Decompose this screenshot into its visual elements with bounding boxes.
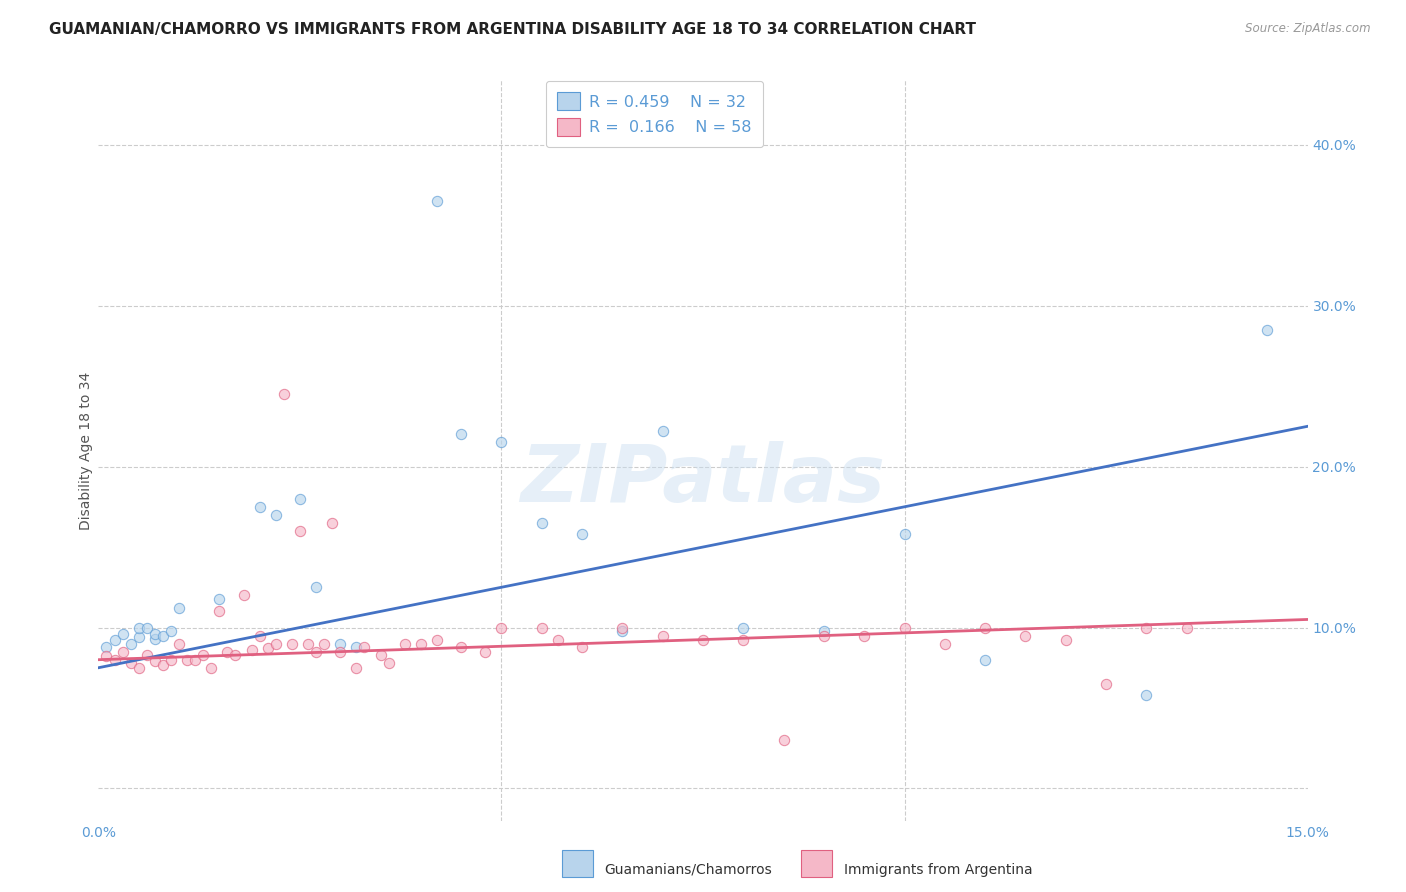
Point	[344, 661, 367, 675]
Point	[152, 657, 174, 672]
Point	[167, 601, 190, 615]
Point	[143, 627, 166, 641]
Point	[314, 637, 336, 651]
Point	[547, 633, 569, 648]
Point	[974, 620, 997, 634]
Point	[96, 649, 118, 664]
Point	[256, 641, 278, 656]
Point	[200, 661, 222, 675]
Point	[305, 645, 328, 659]
Point	[120, 656, 142, 670]
Point	[128, 620, 150, 634]
Y-axis label: Disability Age 18 to 34: Disability Age 18 to 34	[79, 371, 93, 530]
Point	[571, 527, 593, 541]
Point	[281, 637, 304, 651]
Point	[208, 604, 231, 618]
Point	[249, 500, 271, 514]
Point	[344, 640, 367, 654]
Point	[217, 645, 239, 659]
Point	[370, 648, 392, 662]
Point	[571, 640, 593, 654]
Point	[184, 653, 207, 667]
Point	[120, 637, 142, 651]
Point	[329, 637, 352, 651]
Point	[176, 653, 198, 667]
Point	[1256, 323, 1278, 337]
Point	[128, 661, 150, 675]
Point	[1175, 620, 1198, 634]
Point	[974, 653, 997, 667]
Text: Guamanians/Chamorros: Guamanians/Chamorros	[605, 863, 772, 877]
Point	[893, 620, 915, 634]
Point	[530, 620, 553, 634]
Text: GUAMANIAN/CHAMORRO VS IMMIGRANTS FROM ARGENTINA DISABILITY AGE 18 TO 34 CORRELAT: GUAMANIAN/CHAMORRO VS IMMIGRANTS FROM AR…	[49, 22, 976, 37]
Point	[772, 733, 794, 747]
Point	[143, 632, 166, 646]
Point	[128, 630, 150, 644]
Point	[450, 640, 472, 654]
Point	[651, 628, 673, 642]
Point	[1135, 688, 1157, 702]
Point	[193, 648, 215, 662]
Point	[1014, 628, 1036, 642]
Point	[240, 643, 263, 657]
Point	[264, 637, 287, 651]
Point	[813, 628, 835, 642]
Text: Source: ZipAtlas.com: Source: ZipAtlas.com	[1246, 22, 1371, 36]
Point	[297, 637, 319, 651]
Point	[893, 527, 915, 541]
Point	[394, 637, 416, 651]
Point	[111, 627, 134, 641]
Point	[450, 427, 472, 442]
Point	[426, 633, 449, 648]
Point	[135, 648, 157, 662]
Point	[160, 624, 183, 638]
Point	[103, 653, 125, 667]
Point	[167, 637, 190, 651]
Point	[813, 624, 835, 638]
Point	[224, 648, 246, 662]
Point	[612, 624, 634, 638]
Point	[409, 637, 432, 651]
Point	[934, 637, 956, 651]
Point	[329, 645, 352, 659]
Point	[491, 620, 513, 634]
Point	[111, 645, 134, 659]
Point	[152, 628, 174, 642]
Point	[530, 516, 553, 530]
Text: Immigrants from Argentina: Immigrants from Argentina	[844, 863, 1032, 877]
Point	[853, 628, 876, 642]
Point	[135, 620, 157, 634]
Point	[651, 424, 673, 438]
Point	[474, 645, 496, 659]
Bar	[562, 850, 593, 877]
Point	[305, 580, 328, 594]
Point	[103, 633, 125, 648]
Point	[288, 524, 311, 538]
Point	[491, 435, 513, 450]
Point	[733, 633, 755, 648]
Text: ZIPatlas: ZIPatlas	[520, 441, 886, 519]
Point	[249, 628, 271, 642]
Point	[1095, 677, 1118, 691]
Point	[733, 620, 755, 634]
Point	[1054, 633, 1077, 648]
Point	[353, 640, 375, 654]
Point	[273, 387, 295, 401]
Point	[208, 591, 231, 606]
Point	[377, 656, 399, 670]
Point	[264, 508, 287, 522]
Point	[1135, 620, 1157, 634]
Point	[232, 588, 254, 602]
Point	[160, 653, 183, 667]
Legend: R = 0.459    N = 32, R =  0.166    N = 58: R = 0.459 N = 32, R = 0.166 N = 58	[546, 81, 763, 147]
Point	[321, 516, 343, 530]
Bar	[801, 850, 832, 877]
Point	[96, 640, 118, 654]
Point	[692, 633, 714, 648]
Point	[426, 194, 449, 208]
Point	[143, 654, 166, 668]
Point	[612, 620, 634, 634]
Point	[288, 491, 311, 506]
